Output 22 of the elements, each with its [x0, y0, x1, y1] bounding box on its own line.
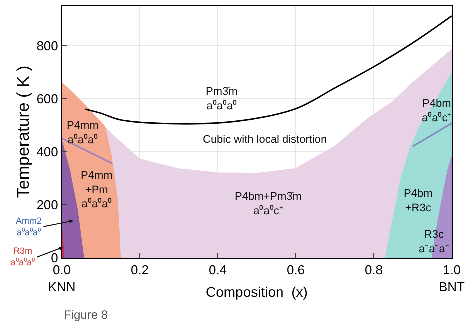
x-tick-label: 1.0 BNT [439, 262, 466, 294]
annotation: Amm2 a⁰a⁰a⁰ [16, 216, 42, 238]
x-tick-label: 0.2 [130, 262, 150, 278]
annotation: P4bm+Pm3̄m a⁰a⁰c⁺ [235, 191, 302, 218]
y-axis-title: Temperature ( K ) [14, 66, 34, 198]
x-tick-label: 0.4 [208, 262, 228, 278]
annotation: Cubic with local distortion [203, 134, 328, 146]
annotation: Pm3̄m a⁰a⁰a⁰ [206, 86, 238, 112]
x-tick-label: 0.8 [364, 262, 384, 278]
y-tick-label: 600 [36, 91, 58, 106]
caption: Figure 8 [64, 308, 108, 322]
annotation: P4bm +R3c [404, 188, 433, 214]
x-axis-title: Composition (x) [206, 284, 308, 300]
y-tick-label: 800 [36, 38, 58, 54]
annotation: R3m a⁰a⁰a⁰ [11, 246, 36, 268]
x-tick-label: 0.6 [286, 262, 306, 278]
y-tick-label: 200 [36, 198, 58, 212]
annotation: P4mm +Pm a⁰a⁰a⁰ [81, 170, 113, 211]
annotation: P4bm a⁰a⁰c⁺ [422, 98, 452, 124]
y-tick-label: 400 [36, 144, 58, 160]
annotation: P4mm a⁰a⁰a⁰ [67, 120, 99, 146]
annotation: R3c a⁻a⁻a⁻ [419, 229, 450, 256]
